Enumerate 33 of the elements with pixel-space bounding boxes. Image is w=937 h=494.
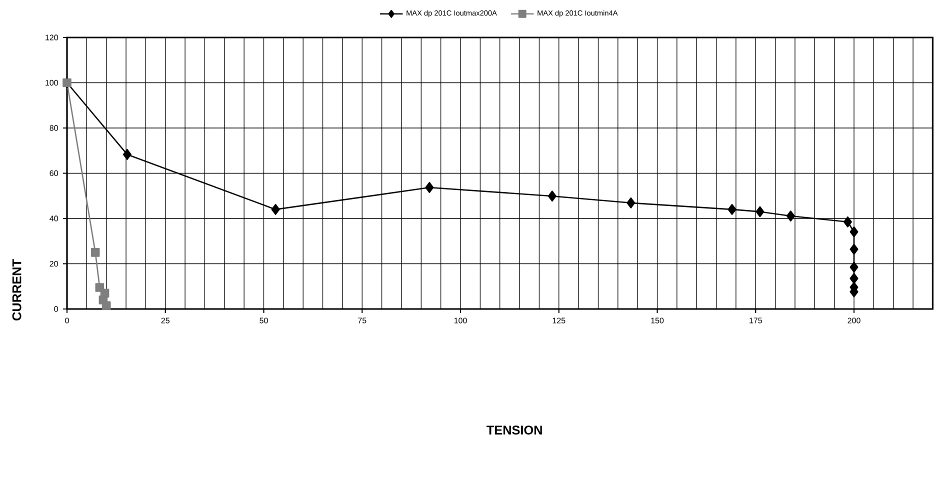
x-tick-label: 50 bbox=[260, 318, 268, 324]
point bbox=[425, 182, 434, 193]
point bbox=[786, 210, 795, 222]
point bbox=[102, 301, 111, 310]
x-tick-label: 25 bbox=[161, 318, 170, 324]
point bbox=[626, 197, 636, 208]
y-tick-label: 120 bbox=[46, 34, 58, 40]
point bbox=[756, 206, 764, 218]
point bbox=[122, 149, 132, 160]
point bbox=[850, 226, 858, 238]
point bbox=[90, 248, 100, 257]
y-tick-label: 80 bbox=[50, 125, 58, 131]
y-axis-title: CURRENT bbox=[12, 259, 22, 320]
point bbox=[850, 244, 858, 255]
y-tick-label: 100 bbox=[46, 80, 58, 86]
point bbox=[271, 204, 280, 215]
point bbox=[843, 216, 852, 228]
x-tick-label: 100 bbox=[454, 318, 467, 324]
x-tick-label: 125 bbox=[552, 318, 566, 324]
text: TENSION bbox=[486, 426, 542, 435]
x-tick-label: 200 bbox=[848, 318, 860, 324]
point bbox=[850, 262, 858, 273]
x-tick-label: 0 bbox=[65, 318, 69, 324]
y-tick-label: 60 bbox=[50, 170, 58, 176]
point bbox=[850, 272, 858, 284]
y-tick-label: 0 bbox=[54, 306, 58, 312]
point bbox=[728, 204, 736, 215]
x-tick-label: 150 bbox=[651, 318, 664, 324]
x-tick-label: 75 bbox=[358, 318, 366, 324]
y-tick-label: 40 bbox=[50, 216, 58, 222]
point bbox=[548, 190, 556, 202]
y-tick-label: 20 bbox=[50, 260, 58, 267]
x-tick-label: 175 bbox=[750, 318, 762, 324]
